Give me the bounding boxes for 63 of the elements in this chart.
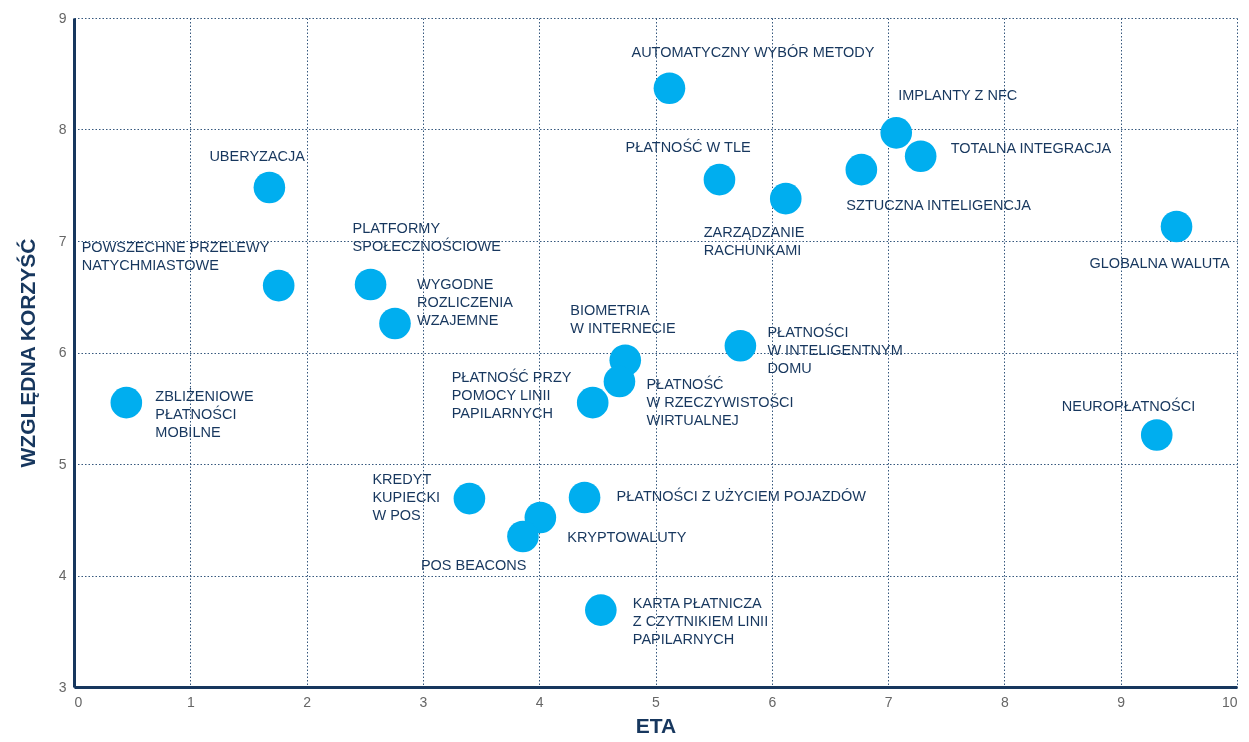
annotation: PŁATNOŚĆ W TLE xyxy=(625,137,751,155)
annotation: WYGODNE ROZLICZENIA WZAJEMNE xyxy=(416,275,514,328)
annotation: BIOMETRIA W INTERNECIE xyxy=(570,302,677,337)
annotation: KRYPTOWALUTY xyxy=(567,528,687,545)
point xyxy=(1140,419,1173,451)
point xyxy=(110,386,143,419)
point xyxy=(585,594,617,626)
x-tick-label: 5 xyxy=(652,693,661,710)
annotation: KARTA PŁATNICZA Z CZYTNIKIEM LINII PAPILARNYCH xyxy=(632,595,769,648)
annotation: PŁATNOŚĆ PRZY POMOCY LINII PAPILARNYCH xyxy=(451,367,572,421)
annotation: PŁATNOŚCI W INTELIGENTNYM DOMU xyxy=(767,322,903,376)
point xyxy=(507,520,539,553)
point xyxy=(880,117,913,149)
y-tick-label: 5 xyxy=(58,455,67,472)
point xyxy=(379,307,411,340)
annotation: POS BEACONS xyxy=(420,557,527,574)
annotation: AUTOMATYCZNY WYBÓR METODY xyxy=(631,44,875,61)
point xyxy=(653,72,686,105)
point xyxy=(603,365,636,398)
x-tick-label: 7 xyxy=(884,693,893,710)
y-tick-label: 8 xyxy=(58,121,67,137)
x-tick-label: 0 xyxy=(74,693,83,710)
y-tick-label: 3 xyxy=(58,678,67,695)
point xyxy=(524,501,557,534)
x-tick-label: 10 xyxy=(1221,693,1238,710)
point xyxy=(1160,210,1193,243)
x-tick-label: 8 xyxy=(1001,693,1009,710)
point xyxy=(568,481,601,514)
annotation: GLOBALNA WALUTA xyxy=(1089,254,1231,271)
annotation: NEUROPŁATNOŚCI xyxy=(1061,397,1196,415)
y-tick-label: 6 xyxy=(58,344,67,360)
y-tick-label: 7 xyxy=(58,232,67,249)
point xyxy=(354,268,387,301)
annotation: IMPLANTY Z NFC xyxy=(898,86,1018,103)
annotation: PLATFORMY SPOŁECZNOŚCIOWE xyxy=(352,220,502,255)
annotation: PŁATNOŚĆ W RZECZYWISTOŚCI WIRTUALNEJ xyxy=(646,375,794,429)
annotation: UBERYZACJA xyxy=(209,148,306,165)
annotation: TOTALNA INTEGRACJA xyxy=(950,140,1112,157)
annotation: PŁATNOŚCI Z UŻYCIEM POJAZDÓW xyxy=(616,487,867,505)
point xyxy=(453,482,486,515)
x-tick-label: 9 xyxy=(1117,693,1126,710)
annotation: ZARZĄDZANIE RACHUNKAMI xyxy=(703,223,805,258)
x-tick-label: 4 xyxy=(535,693,544,710)
point xyxy=(262,269,295,302)
point xyxy=(845,153,878,186)
annotation: SZTUCZNA INTELIGENCJA xyxy=(846,196,1032,213)
x-tick-label: 1 xyxy=(186,693,195,710)
x-tick-label: 6 xyxy=(768,693,777,710)
x-axis-title: ETA xyxy=(635,713,677,737)
y-tick-label: 9 xyxy=(58,9,67,26)
point xyxy=(703,163,736,196)
point xyxy=(904,140,937,173)
y-axis-title: WZGLĘDNA KORZYŚĆ xyxy=(15,238,39,468)
y-tick-label: 4 xyxy=(58,567,67,583)
point xyxy=(576,386,609,419)
x-tick-label: 3 xyxy=(419,693,428,710)
annotation: POWSZECHNE PRZELEWY NATYCHMIASTOWE xyxy=(81,238,270,273)
annotation: KREDYT KUPIECKI W POS xyxy=(372,470,441,523)
point xyxy=(769,182,802,215)
annotation: ZBLIŻENIOWE PŁATNOŚCI MOBILNE xyxy=(155,386,254,440)
x-tick-label: 2 xyxy=(303,693,312,710)
point xyxy=(724,330,757,362)
point xyxy=(253,171,286,204)
